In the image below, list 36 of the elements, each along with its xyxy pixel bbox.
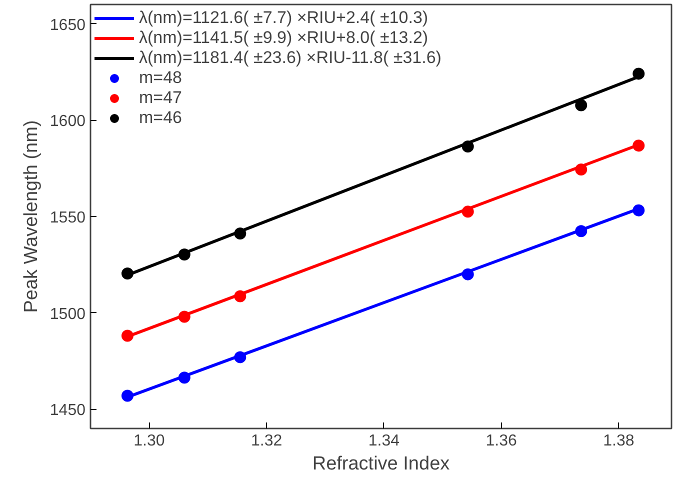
legend-label: λ(nm)=1181.4( ±23.6) ×RIU-11.8( ±31.6): [139, 48, 442, 68]
point: [575, 99, 588, 112]
x-axis-title: Refractive Index: [312, 454, 450, 474]
point: [462, 206, 474, 218]
y-tick-label: 1450: [50, 402, 86, 420]
x-tick-label: 1.36: [486, 432, 517, 450]
point: [575, 163, 588, 176]
point: [462, 268, 474, 280]
x-tick-label: 1.34: [368, 432, 400, 450]
y-axis-title: Peak Wavelength (nm): [20, 120, 42, 313]
point: [234, 351, 246, 364]
y-tick-label: 1650: [50, 16, 86, 34]
y-tick-label: 1550: [50, 210, 86, 226]
legend-label: λ(nm)=1121.6( ±7.7) ×RIU+2.4( ±10.3): [139, 8, 428, 28]
legend-label: m=47: [139, 88, 182, 108]
point: [178, 248, 190, 260]
point: [575, 225, 588, 238]
x-tick-label: 1.30: [134, 432, 165, 450]
legend-label: m=48: [139, 68, 182, 88]
point: [632, 68, 645, 80]
legend-label: m=46: [139, 108, 182, 128]
legend-label: λ(nm)=1141.5( ±9.9) ×RIU+8.0( ±13.2): [139, 28, 428, 48]
x-tick-label: 1.32: [250, 432, 282, 450]
point: [234, 290, 246, 302]
point: [121, 330, 134, 342]
point: [121, 390, 134, 402]
point: [632, 204, 645, 216]
point: [234, 227, 246, 240]
point: [121, 268, 134, 280]
point: [178, 372, 190, 384]
point: [632, 140, 645, 152]
point: [462, 140, 474, 153]
x-tick-label: 1.38: [603, 432, 634, 450]
y-tick-label: 1600: [50, 113, 86, 130]
point: [178, 310, 190, 323]
y-tick-label: 1500: [50, 306, 86, 323]
